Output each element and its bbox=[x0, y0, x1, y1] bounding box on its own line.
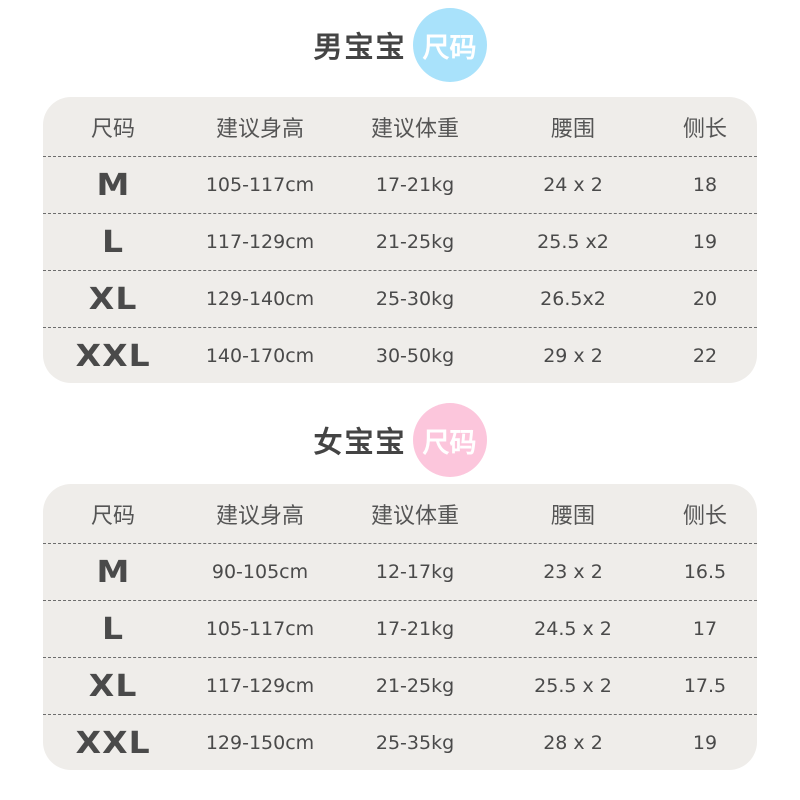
table-row: L 105-117cm 17-21kg 24.5 x 2 17 bbox=[43, 600, 757, 657]
size-label: M bbox=[96, 554, 130, 590]
table-row: XL 117-129cm 21-25kg 25.5 x 2 17.5 bbox=[43, 657, 757, 714]
boy-size-badge: 尺码 bbox=[412, 8, 487, 82]
table-row: XL 129-140cm 25-30kg 26.5x2 20 bbox=[43, 270, 757, 327]
size-label: M bbox=[96, 167, 130, 203]
table-cell: 24 x 2 bbox=[543, 174, 603, 196]
column-header: 侧长 bbox=[682, 503, 727, 529]
table-header: 尺码 建议身高 建议体重 腰围 侧长 bbox=[43, 97, 757, 156]
size-label: L bbox=[101, 224, 125, 260]
column-header: 尺码 bbox=[90, 503, 135, 529]
table-cell: 117-129cm bbox=[205, 675, 315, 697]
table-cell: 29 x 2 bbox=[543, 345, 603, 367]
girl-size-badge: 尺码 bbox=[412, 403, 487, 477]
table-cell: 21-25kg bbox=[375, 675, 455, 697]
table-cell: 17-21kg bbox=[375, 174, 455, 196]
table-cell: 22 bbox=[692, 345, 718, 367]
table-cell: 25-35kg bbox=[375, 732, 455, 754]
table-cell: 19 bbox=[692, 732, 718, 754]
table-row: L 117-129cm 21-25kg 25.5 x2 19 bbox=[43, 213, 757, 270]
table-cell: 25.5 x 2 bbox=[534, 675, 612, 697]
table-row: M 105-117cm 17-21kg 24 x 2 18 bbox=[43, 156, 757, 213]
table-cell: 18 bbox=[692, 174, 718, 196]
table-cell: 25-30kg bbox=[375, 288, 455, 310]
boy-title: 男宝宝 尺码 bbox=[0, 5, 800, 85]
table-cell: 28 x 2 bbox=[543, 732, 603, 754]
table-cell: 21-25kg bbox=[375, 231, 455, 253]
table-cell: 17.5 bbox=[683, 675, 727, 697]
boy-title-text: 男宝宝 bbox=[313, 30, 407, 64]
size-label: XL bbox=[88, 281, 138, 317]
girl-size-table: 尺码 建议身高 建议体重 腰围 侧长 M 90-105cm 12-17kg 23 x 2 16.5… bbox=[43, 484, 757, 770]
table-row: XXL 140-170cm 30-50kg 29 x 2 22 bbox=[43, 327, 757, 383]
size-label: L bbox=[101, 611, 125, 647]
table-cell: 26.5x2 bbox=[540, 288, 606, 310]
table-cell: 30-50kg bbox=[375, 345, 455, 367]
table-cell: 129-150cm bbox=[205, 732, 315, 754]
size-cell: L bbox=[43, 225, 183, 260]
size-cell: XXL bbox=[43, 726, 183, 761]
table-cell: 90-105cm bbox=[211, 561, 309, 583]
table-cell: 24.5 x 2 bbox=[534, 618, 612, 640]
table-row: XXL 129-150cm 25-35kg 28 x 2 19 bbox=[43, 714, 757, 770]
table-cell: 20 bbox=[692, 288, 718, 310]
column-header: 腰围 bbox=[550, 116, 595, 142]
table-cell: 140-170cm bbox=[205, 345, 315, 367]
table-cell: 25.5 x2 bbox=[537, 231, 609, 253]
table-cell: 17-21kg bbox=[375, 618, 455, 640]
table-cell: 12-17kg bbox=[375, 561, 455, 583]
column-header: 建议身高 bbox=[215, 116, 304, 142]
column-header: 尺码 bbox=[90, 116, 135, 142]
column-header: 建议体重 bbox=[370, 116, 459, 142]
size-cell: M bbox=[43, 555, 183, 590]
table-cell: 129-140cm bbox=[205, 288, 315, 310]
table-cell: 23 x 2 bbox=[543, 561, 603, 583]
table-header: 尺码 建议身高 建议体重 腰围 侧长 bbox=[43, 484, 757, 543]
table-cell: 17 bbox=[692, 618, 718, 640]
size-cell: XL bbox=[43, 282, 183, 317]
column-header: 腰围 bbox=[550, 503, 595, 529]
boy-size-table: 尺码 建议身高 建议体重 腰围 侧长 M 105-117cm 17-21kg 24 x 2 18 L… bbox=[43, 97, 757, 383]
table-cell: 16.5 bbox=[683, 561, 727, 583]
size-label: XXL bbox=[75, 725, 151, 761]
table-cell: 117-129cm bbox=[205, 231, 315, 253]
column-header: 侧长 bbox=[682, 116, 727, 142]
size-cell: M bbox=[43, 168, 183, 203]
size-cell: XL bbox=[43, 669, 183, 704]
table-cell: 105-117cm bbox=[205, 174, 315, 196]
size-label: XXL bbox=[75, 338, 151, 374]
table-cell: 105-117cm bbox=[205, 618, 315, 640]
column-header: 建议体重 bbox=[370, 503, 459, 529]
size-label: XL bbox=[88, 668, 138, 704]
girl-title-text: 女宝宝 bbox=[313, 425, 407, 459]
column-header: 建议身高 bbox=[215, 503, 304, 529]
girl-title: 女宝宝 尺码 bbox=[0, 400, 800, 480]
size-cell: L bbox=[43, 612, 183, 647]
size-cell: XXL bbox=[43, 339, 183, 374]
table-row: M 90-105cm 12-17kg 23 x 2 16.5 bbox=[43, 543, 757, 600]
table-cell: 19 bbox=[692, 231, 718, 253]
